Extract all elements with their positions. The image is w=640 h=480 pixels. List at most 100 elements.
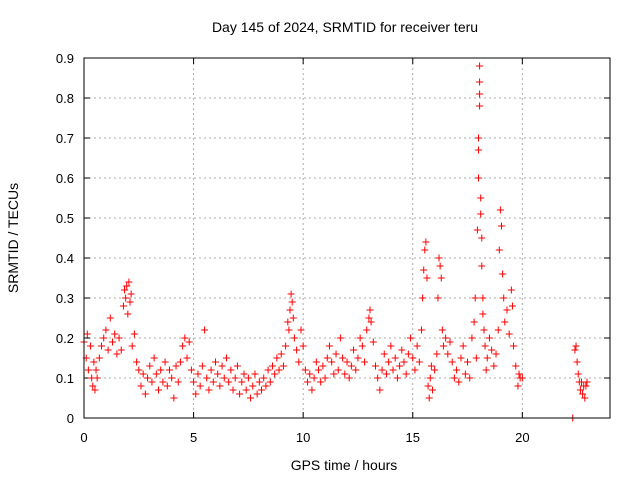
data-point bbox=[253, 390, 261, 398]
data-point bbox=[284, 318, 292, 326]
data-point bbox=[411, 366, 419, 374]
data-point bbox=[374, 374, 382, 382]
data-point bbox=[477, 210, 485, 218]
data-point bbox=[148, 378, 156, 386]
data-point bbox=[470, 318, 478, 326]
data-point bbox=[115, 334, 123, 342]
data-point bbox=[387, 342, 395, 350]
data-point bbox=[345, 374, 353, 382]
data-point bbox=[328, 358, 336, 366]
data-point bbox=[492, 350, 500, 358]
data-point bbox=[481, 342, 489, 350]
data-point bbox=[312, 358, 320, 366]
data-point bbox=[503, 306, 511, 314]
data-point bbox=[518, 374, 526, 382]
data-point bbox=[249, 382, 257, 390]
y-tick-label: 0.9 bbox=[56, 51, 74, 66]
data-point bbox=[207, 366, 215, 374]
data-point bbox=[341, 370, 349, 378]
data-points bbox=[80, 62, 591, 422]
y-tick-label: 0.5 bbox=[56, 211, 74, 226]
data-point bbox=[152, 370, 160, 378]
data-point bbox=[157, 366, 165, 374]
data-point bbox=[389, 366, 397, 374]
data-point bbox=[339, 354, 347, 362]
y-tick-label: 0 bbox=[67, 411, 74, 426]
data-point bbox=[130, 330, 138, 338]
data-point bbox=[435, 254, 443, 262]
data-point bbox=[476, 90, 484, 98]
data-point bbox=[343, 358, 351, 366]
data-point bbox=[488, 346, 496, 354]
data-point bbox=[244, 374, 252, 382]
data-point bbox=[398, 346, 406, 354]
data-point bbox=[419, 294, 427, 302]
x-axis-label: GPS time / hours bbox=[291, 457, 398, 473]
data-point bbox=[306, 370, 314, 378]
data-point bbox=[183, 354, 191, 362]
data-point bbox=[111, 330, 119, 338]
data-point bbox=[264, 366, 272, 374]
data-point bbox=[361, 358, 369, 366]
data-point bbox=[319, 362, 327, 370]
data-point bbox=[574, 370, 582, 378]
data-point bbox=[104, 346, 112, 354]
data-point bbox=[301, 366, 309, 374]
data-point bbox=[477, 194, 485, 202]
data-point bbox=[428, 386, 436, 394]
data-point bbox=[508, 302, 516, 310]
data-point bbox=[378, 366, 386, 374]
data-point bbox=[350, 346, 358, 354]
data-point bbox=[468, 334, 476, 342]
data-point bbox=[583, 378, 591, 386]
data-point bbox=[266, 378, 274, 386]
data-point bbox=[448, 358, 456, 366]
data-point bbox=[582, 382, 590, 390]
data-point bbox=[336, 334, 344, 342]
data-point bbox=[459, 342, 467, 350]
data-point bbox=[402, 370, 410, 378]
data-point bbox=[473, 226, 481, 234]
data-point bbox=[137, 382, 145, 390]
data-point bbox=[367, 318, 375, 326]
data-point bbox=[514, 382, 522, 390]
data-point bbox=[393, 374, 401, 382]
data-point bbox=[187, 366, 195, 374]
plot-frame bbox=[83, 57, 611, 419]
data-point bbox=[442, 334, 450, 342]
data-point bbox=[161, 358, 169, 366]
data-point bbox=[310, 374, 318, 382]
data-point bbox=[247, 394, 255, 402]
data-point bbox=[480, 326, 488, 334]
data-point bbox=[510, 342, 518, 350]
data-point bbox=[304, 378, 312, 386]
data-point bbox=[358, 342, 366, 350]
data-point bbox=[212, 358, 219, 366]
data-point bbox=[286, 306, 294, 314]
data-point bbox=[500, 294, 508, 302]
data-point bbox=[396, 362, 404, 370]
data-point bbox=[236, 390, 244, 398]
data-point bbox=[515, 370, 523, 378]
data-point bbox=[573, 358, 581, 366]
data-point bbox=[501, 318, 509, 326]
data-point bbox=[123, 282, 131, 290]
data-point bbox=[165, 366, 173, 374]
data-point bbox=[108, 338, 116, 346]
data-point bbox=[461, 370, 469, 378]
data-point bbox=[391, 354, 399, 362]
data-point bbox=[295, 358, 303, 366]
data-point bbox=[297, 326, 305, 334]
data-point bbox=[233, 362, 241, 370]
data-point bbox=[218, 362, 226, 370]
data-point bbox=[371, 362, 379, 370]
chart-title: Day 145 of 2024, SRMTID for receiver ter… bbox=[212, 19, 478, 35]
data-point bbox=[418, 326, 426, 334]
data-point bbox=[260, 374, 268, 382]
data-point bbox=[287, 290, 295, 298]
data-point bbox=[299, 342, 307, 350]
data-point bbox=[363, 326, 371, 334]
data-point bbox=[576, 386, 584, 394]
data-point bbox=[220, 374, 228, 382]
